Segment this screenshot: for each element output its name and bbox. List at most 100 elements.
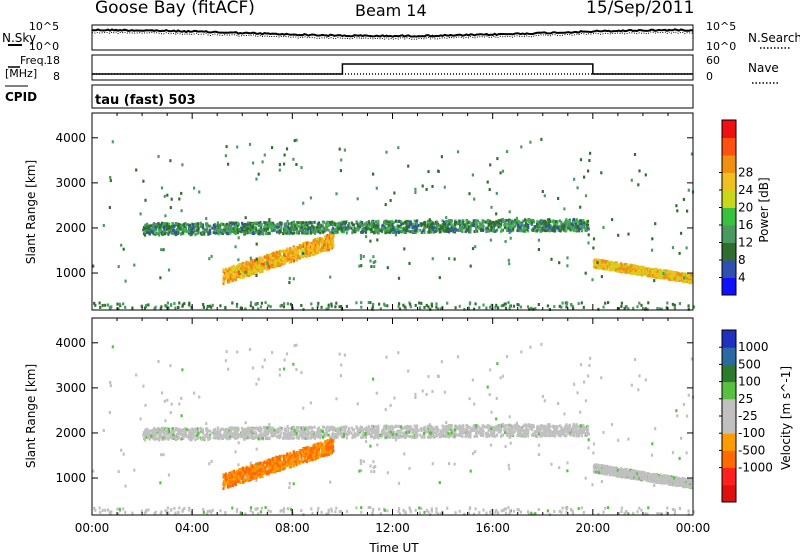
power-cell (150, 224, 153, 228)
velocity-cell (516, 423, 519, 427)
power-cell (445, 216, 448, 220)
power-cell (369, 239, 372, 243)
power-cell (641, 271, 644, 275)
power-cell (408, 301, 411, 305)
velocity-cell (257, 426, 260, 430)
velocity-cell (150, 433, 153, 436)
power-cell (305, 230, 308, 234)
velocity-cell (307, 436, 310, 440)
power-cell (671, 246, 675, 250)
power-cell (345, 228, 348, 231)
power-cell (93, 301, 96, 305)
power-cell (676, 275, 679, 279)
power-cell (240, 266, 243, 270)
power-cell (227, 280, 230, 284)
velocity-cell (558, 424, 561, 428)
velocity-cell (398, 424, 401, 428)
velocity-cell (305, 426, 308, 430)
velocity-cell (233, 430, 236, 434)
power-cell (328, 220, 331, 224)
power-cell (548, 218, 551, 222)
noise-left-tick-top: 10^5 (29, 20, 59, 33)
power-cell (279, 258, 283, 262)
power-cell (588, 159, 591, 162)
power-cell (330, 302, 333, 306)
power-cell (486, 180, 489, 184)
power-cell (154, 305, 157, 309)
power-cell (379, 307, 382, 311)
power-cell (140, 304, 143, 308)
velocity-cell (438, 432, 441, 436)
power-cell (267, 262, 270, 266)
power-cell (268, 231, 271, 235)
power-cell (243, 232, 247, 236)
power-cell (195, 222, 199, 226)
power-cell (302, 252, 305, 255)
power-cell (640, 265, 643, 269)
power-cell (355, 301, 358, 305)
power-cell (227, 231, 231, 235)
power-cell (313, 231, 317, 235)
power-cell (210, 254, 213, 258)
power-cell (369, 230, 372, 234)
power-cell (277, 262, 280, 266)
power-cell (331, 223, 334, 227)
power-cell (376, 225, 379, 229)
power-cell (305, 221, 308, 225)
power-cell (165, 222, 169, 226)
velocity-cell (158, 436, 161, 440)
power-cell (530, 228, 534, 232)
power-cell (263, 266, 266, 270)
power-cell (367, 301, 370, 304)
power-cell (551, 228, 554, 232)
power-cell (407, 221, 410, 225)
power-cell (188, 223, 192, 227)
power-cell (315, 248, 318, 252)
power-cell (208, 228, 211, 232)
power-cell (617, 233, 620, 237)
velocity-cell (309, 436, 312, 440)
power-cell (488, 188, 491, 192)
power-cell (507, 223, 510, 227)
power-cell (429, 223, 432, 227)
power-cell (223, 224, 226, 228)
power-cell (460, 221, 463, 224)
power-cell (584, 227, 587, 230)
power-cell (193, 186, 196, 190)
power-cell (391, 225, 394, 229)
power-cell (508, 231, 511, 235)
power-cell (174, 306, 177, 310)
power-cell (229, 231, 232, 235)
power-cell (439, 226, 443, 230)
power-cell (508, 220, 511, 224)
power-cell (431, 184, 434, 188)
power-cell (173, 224, 176, 228)
power-cell (239, 270, 242, 274)
power-cell (481, 219, 484, 223)
power-cell (237, 273, 240, 277)
power-cell (508, 304, 512, 308)
power-cell (690, 274, 693, 277)
nave-label: Nave (748, 61, 779, 75)
power-cell (662, 272, 665, 275)
velocity-cell (216, 426, 219, 430)
power-cell (301, 231, 304, 235)
power-cell (194, 233, 197, 237)
power-cell (514, 224, 517, 228)
power-cell (368, 221, 371, 225)
power-cell (541, 226, 544, 230)
power-cell (280, 249, 283, 253)
power-cell (305, 223, 308, 227)
power-cell (426, 219, 430, 223)
power-cell (178, 227, 181, 231)
velocity-cell (288, 437, 291, 441)
power-cell (255, 228, 258, 232)
power-cell (356, 226, 359, 230)
power-cell (334, 222, 337, 226)
power-cell (458, 221, 462, 225)
power-cell (234, 270, 237, 274)
freq-trace (92, 63, 693, 75)
velocity-cell (325, 431, 328, 435)
power-cell (222, 268, 225, 272)
power-cell (461, 225, 464, 229)
